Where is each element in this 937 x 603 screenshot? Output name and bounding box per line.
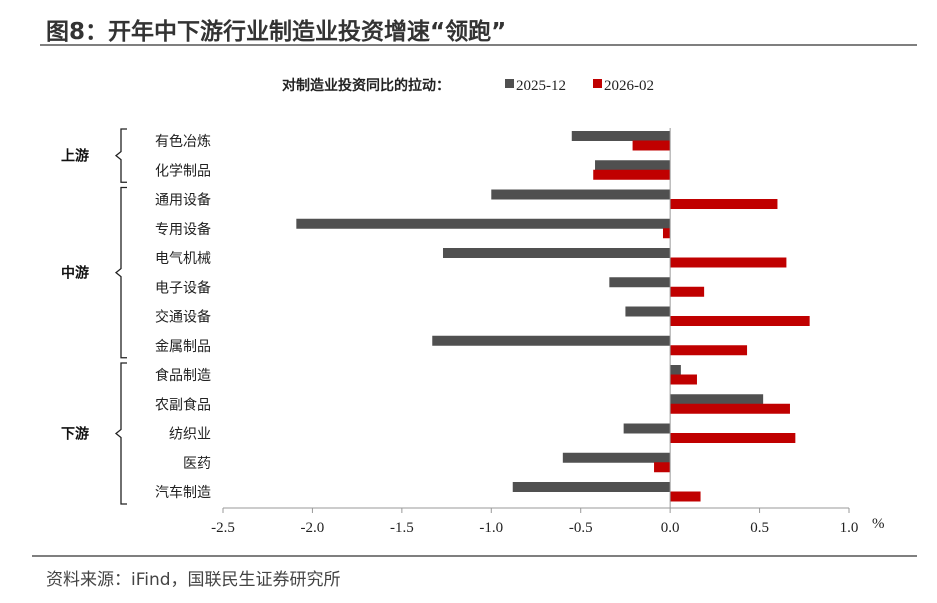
category-label: 通用设备: [155, 192, 211, 209]
category-label: 电子设备: [155, 279, 211, 296]
bar-2025-12-专用设备: [296, 218, 671, 229]
legend-title: 对制造业投资同比的拉动：: [282, 77, 450, 94]
bar-2025-12-通用设备: [491, 189, 671, 200]
category-label: 农副食品: [155, 396, 211, 413]
legend-label: 2025-12: [516, 78, 566, 94]
x-tick-label: 0.5: [750, 520, 769, 536]
category-label: 电气机械: [155, 251, 211, 267]
x-unit: %: [872, 516, 885, 532]
group-bracket: [114, 186, 127, 359]
bar-2026-02-汽车制造: [670, 491, 701, 502]
bar-2026-02-有色冶炼: [632, 140, 671, 151]
bar-2025-12-有色冶炼: [571, 131, 671, 141]
bar-2026-02-纺织业: [670, 433, 796, 443]
bar-2025-12-金属制品: [432, 335, 671, 346]
bar-2026-02-电气机械: [670, 257, 787, 268]
x-tick-label: -1.5: [390, 520, 414, 536]
bar-2026-02-医药: [654, 462, 671, 473]
bar-2025-12-交通设备: [625, 306, 671, 317]
category-label: 医药: [183, 456, 211, 472]
bar-2026-02-食品制造: [670, 374, 697, 385]
x-tick-label: -2.5: [211, 520, 235, 536]
x-tick-label: 0.0: [661, 520, 680, 536]
category-label: 食品制造: [155, 367, 211, 384]
group-label: 上游: [61, 148, 89, 165]
bar-2026-02-农副食品: [670, 403, 790, 414]
group-label: 中游: [61, 265, 89, 282]
category-label: 交通设备: [155, 309, 211, 326]
group-bracket: [114, 362, 127, 505]
x-tick-label: -0.5: [569, 520, 593, 536]
category-label: 专用设备: [155, 221, 211, 238]
x-tick-label: -1.0: [479, 520, 503, 536]
category-label: 纺织业: [169, 427, 211, 443]
category-label: 有色冶炼: [155, 133, 211, 150]
category-label: 金属制品: [155, 339, 211, 355]
x-tick-label: 1.0: [840, 520, 859, 536]
x-tick-label: -2.0: [301, 520, 325, 536]
bar-2026-02-化学制品: [593, 169, 671, 180]
bar-2025-12-化学制品: [595, 160, 671, 171]
bar-2025-12-医药: [562, 452, 671, 463]
group-bracket: [114, 128, 127, 183]
bar-2025-12-电子设备: [609, 277, 671, 288]
category-label: 化学制品: [155, 163, 211, 179]
category-label: 汽车制造: [155, 484, 211, 501]
footer-divider: [32, 555, 917, 557]
legend-swatch: [505, 79, 514, 88]
legend-label: 2026-02: [604, 78, 654, 94]
legend-swatch: [593, 79, 602, 88]
bar-2025-12-食品制造: [670, 365, 681, 375]
bar-2025-12-纺织业: [623, 423, 671, 434]
title-divider: [40, 44, 917, 46]
bar-2026-02-金属制品: [670, 345, 748, 356]
bar-2026-02-通用设备: [670, 199, 778, 209]
bar-2025-12-电气机械: [442, 248, 671, 258]
bar-2025-12-农副食品: [670, 394, 764, 405]
bar-2026-02-交通设备: [670, 316, 810, 326]
group-label: 下游: [61, 426, 89, 443]
source-note: 资料来源：iFind，国联民生证券研究所: [46, 570, 341, 590]
bar-2026-02-电子设备: [670, 286, 705, 297]
figure-title: 图8：开年中下游行业制造业投资增速“领跑”: [46, 19, 507, 45]
bar-2025-12-汽车制造: [512, 482, 671, 492]
bar-2026-02-专用设备: [662, 228, 671, 239]
